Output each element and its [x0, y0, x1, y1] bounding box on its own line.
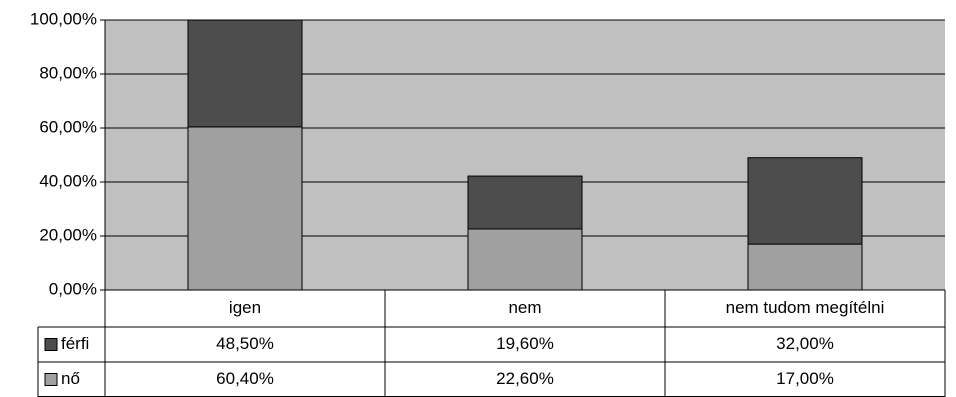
bar-no-0 [187, 126, 303, 291]
bar-ferfi-0 [187, 19, 303, 128]
bar-no-1 [467, 228, 583, 291]
data-label: 60,40% [216, 369, 274, 388]
bar-ferfi-1 [467, 175, 583, 230]
category-label: igen [229, 298, 261, 317]
legend-label: férfi [61, 334, 89, 353]
category-label: nem tudom megítélni [726, 298, 885, 317]
legend-label: nő [61, 369, 80, 388]
y-tick-label: 60,00% [39, 117, 97, 136]
bar-ferfi-2 [747, 157, 863, 245]
data-label: 32,00% [776, 334, 834, 353]
y-tick-label: 80,00% [39, 63, 97, 82]
y-tick-label: 20,00% [39, 225, 97, 244]
y-tick-label: 0,00% [49, 279, 97, 298]
legend-key-ferfi [44, 338, 58, 351]
bar-no-2 [747, 243, 863, 291]
data-label: 22,60% [496, 369, 554, 388]
y-tick-label: 40,00% [39, 171, 97, 190]
legend-key-no [44, 373, 58, 386]
data-label: 17,00% [776, 369, 834, 388]
data-label: 48,50% [216, 334, 274, 353]
category-label: nem [508, 298, 541, 317]
data-label: 19,60% [496, 334, 554, 353]
y-tick-label: 100,00% [30, 9, 97, 28]
